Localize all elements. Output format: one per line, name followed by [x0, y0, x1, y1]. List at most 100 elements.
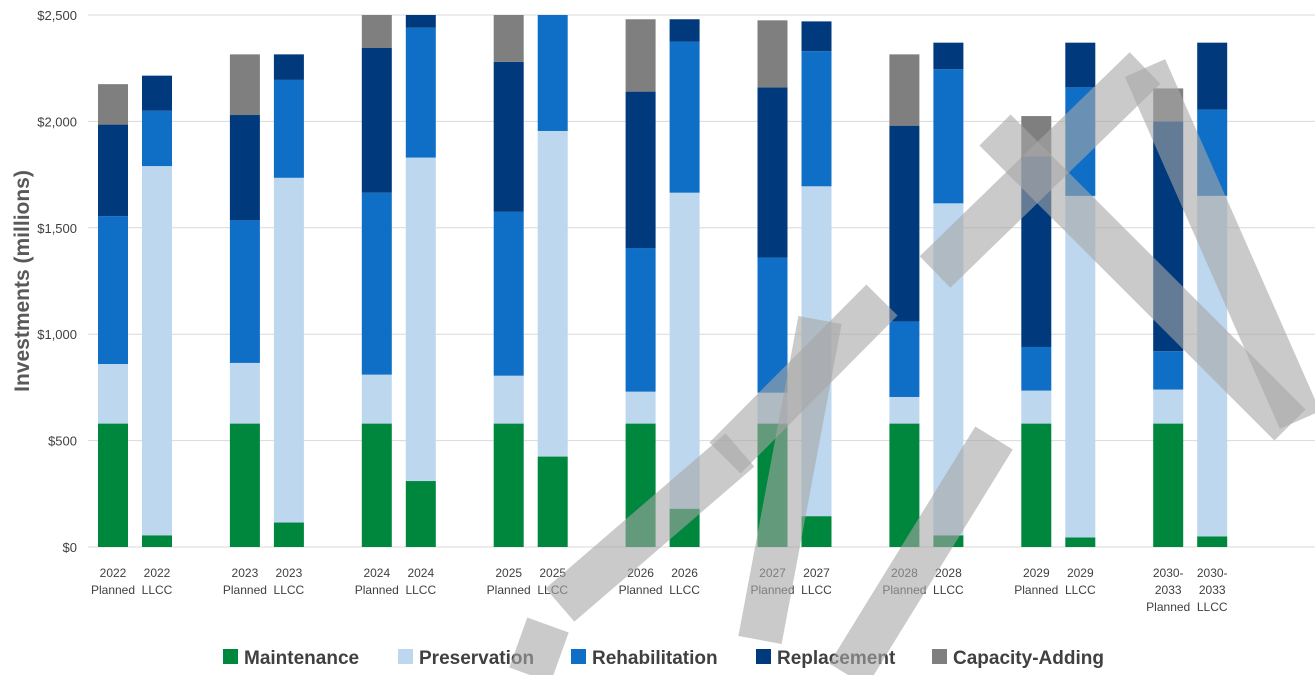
x-tick-label: LLCC [405, 583, 436, 597]
bars [98, 15, 1228, 547]
bar-segment-rehabilitation [1153, 351, 1184, 390]
bar-segment-maintenance [229, 423, 260, 547]
bar-segment-rehabilitation [1021, 346, 1052, 391]
bar-segment-preservation [229, 362, 260, 424]
bar-segment-maintenance [537, 456, 568, 547]
bar-segment-rehabilitation [669, 41, 700, 193]
x-tick-label: 2022 [144, 566, 171, 580]
bar-segment-capacity-adding [757, 20, 788, 88]
bar-segment-capacity-adding [889, 54, 920, 126]
y-tick-label: $2,500 [37, 8, 77, 23]
bar-segment-rehabilitation [625, 248, 656, 392]
bar-segment-preservation [1153, 389, 1184, 424]
watermark [509, 52, 1315, 680]
legend-swatch [756, 649, 771, 664]
bar-segment-preservation [1021, 390, 1052, 424]
watermark-stroke [738, 315, 842, 645]
x-tick-label: Planned [619, 583, 663, 597]
bar-segment-replacement [98, 124, 128, 217]
bar-segment-replacement [1065, 42, 1096, 88]
axes: Investments (millions) $0 $500 $1,000 $1,50… [11, 8, 77, 555]
bar-segment-rehabilitation [933, 69, 964, 204]
bar-segment-replacement [889, 125, 920, 322]
bar-segment-preservation [889, 396, 920, 424]
x-tick-label: Planned [355, 583, 399, 597]
bar-segment-rehabilitation [273, 79, 304, 178]
watermark-stroke [1124, 59, 1315, 429]
bar-segment-replacement [801, 21, 832, 52]
bar-segment-capacity-adding [625, 19, 656, 92]
bar-segment-preservation [625, 391, 656, 424]
bar-segment-capacity-adding [361, 15, 392, 48]
x-tick-label: 2024 [363, 566, 390, 580]
y-tick-label: $2,000 [37, 114, 77, 129]
bar-segment-rehabilitation [493, 211, 524, 376]
legend-swatch [932, 649, 947, 664]
bar-segment-replacement [273, 54, 304, 80]
bar-segment-replacement [669, 19, 700, 42]
x-tick-label: Planned [487, 583, 531, 597]
x-tick-label: LLCC [1065, 583, 1096, 597]
bar-segment-preservation [98, 363, 128, 424]
bar-segment-rehabilitation [142, 110, 172, 167]
bar-segment-maintenance [1065, 537, 1096, 547]
legend-label: Rehabilitation [592, 648, 718, 669]
y-tick-label: $500 [48, 434, 77, 449]
bar-segment-replacement [405, 15, 436, 28]
legend-swatch [223, 649, 238, 664]
x-tick-label: LLCC [801, 583, 832, 597]
x-tick-label: 2023 [276, 566, 303, 580]
watermark-stroke [509, 617, 569, 680]
x-tick-label: LLCC [669, 583, 700, 597]
bar-segment-replacement [757, 87, 788, 258]
legend-label: Preservation [419, 648, 534, 669]
legend-label: Capacity-Adding [953, 648, 1104, 669]
watermark-stroke [979, 114, 1306, 441]
watermark-stroke [829, 426, 1013, 680]
bar-segment-maintenance [273, 522, 304, 547]
legend-swatch [398, 649, 413, 664]
bar-segment-replacement [361, 47, 392, 193]
x-tick-label: 2026 [671, 566, 698, 580]
bar-segment-maintenance [1197, 536, 1228, 547]
bar-segment-maintenance [98, 423, 128, 547]
bar-segment-rehabilitation [98, 216, 128, 364]
bar-segment-rehabilitation [537, 15, 568, 131]
x-tick-label: 2025 [495, 566, 522, 580]
bar-segment-preservation [273, 177, 304, 523]
x-tick-label: 2028 [935, 566, 962, 580]
bar-segment-rehabilitation [405, 27, 436, 158]
bar-segment-maintenance [801, 516, 832, 547]
bar-segment-rehabilitation [361, 192, 392, 375]
bar-segment-replacement [142, 75, 172, 111]
category-labels: 2022 Planned 2022 LLCC 2023 Planned 2023 LLCC 20… [91, 566, 1228, 614]
bar-segment-maintenance [405, 481, 436, 547]
bar-segment-replacement [229, 115, 260, 221]
bar-segment-preservation [361, 374, 392, 424]
bar-segment-capacity-adding [98, 84, 128, 125]
x-tick-label: Planned [91, 583, 135, 597]
legend-swatch [571, 649, 586, 664]
x-tick-label: 2029 [1067, 566, 1094, 580]
x-tick-label: 2024 [407, 566, 434, 580]
watermark-stroke [545, 433, 755, 622]
x-tick-label: LLCC [274, 583, 305, 597]
bar-segment-preservation [405, 157, 436, 482]
bar-segment-maintenance [1021, 423, 1052, 547]
bar-segment-maintenance [1153, 423, 1184, 547]
x-tick-label: Planned [1146, 600, 1190, 614]
bar-segment-maintenance [142, 535, 172, 547]
bar-segment-preservation [493, 375, 524, 424]
x-tick-label: 2030- [1197, 566, 1228, 580]
bar-segment-rehabilitation [801, 51, 832, 187]
bar-segment-replacement [933, 42, 964, 70]
y-tick-label: $1,000 [37, 327, 77, 342]
x-tick-label: LLCC [933, 583, 964, 597]
y-axis-title: Investments (millions) [11, 170, 34, 392]
bar-segment-rehabilitation [229, 220, 260, 363]
x-tick-label: 2033 [1199, 583, 1226, 597]
bar-segment-rehabilitation [889, 321, 920, 397]
legend: MaintenancePreservationRehabilitationRep… [223, 648, 1104, 669]
bar-segment-capacity-adding [229, 54, 260, 116]
